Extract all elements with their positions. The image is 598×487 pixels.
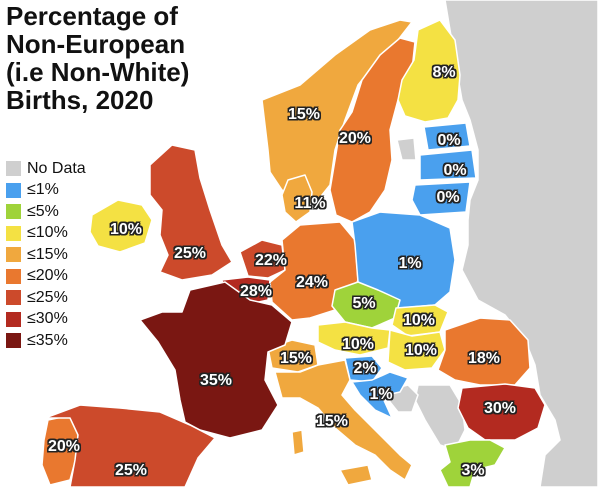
legend-swatch — [6, 333, 21, 349]
legend-item-5: ≤5% — [6, 201, 86, 223]
map-title: Percentage of Non-European (i.e Non-Whit… — [6, 2, 189, 114]
region-italy-sicily[interactable] — [339, 464, 373, 486]
region-italy[interactable] — [274, 359, 413, 481]
legend-item-25: ≤25% — [6, 287, 86, 309]
region-poland[interactable] — [351, 211, 456, 309]
title-line-1: Percentage of — [6, 1, 178, 31]
legend-item-1: ≤1% — [6, 180, 86, 202]
region-lithuania[interactable] — [411, 181, 471, 216]
legend-swatch — [6, 161, 21, 177]
country-label-poland: 1% — [398, 255, 422, 272]
country-label-netherlands: 22% — [254, 252, 288, 269]
region-denmark[interactable] — [281, 174, 313, 223]
region-bulgaria[interactable] — [457, 383, 546, 441]
region-croatia[interactable] — [351, 371, 409, 419]
region-austria[interactable] — [317, 321, 391, 356]
country-label-czechia: 5% — [352, 295, 376, 312]
country-label-germany: 24% — [295, 274, 329, 291]
country-label-united-kingdom: 25% — [173, 245, 207, 262]
region-estonia[interactable] — [423, 122, 471, 151]
legend-item-20: ≤20% — [6, 266, 86, 288]
region-finland[interactable] — [397, 19, 461, 123]
legend-label: No Data — [27, 159, 86, 177]
country-label-portugal: 20% — [47, 438, 81, 455]
country-label-italy: 15% — [315, 413, 349, 430]
region-hungary[interactable] — [387, 329, 446, 371]
region-norway[interactable] — [261, 19, 413, 201]
region-spain[interactable] — [44, 404, 216, 487]
legend-item-10: ≤10% — [6, 223, 86, 245]
legend-label: ≤10% — [27, 224, 68, 242]
no-data-land — [387, 0, 598, 487]
legend-label: ≤20% — [27, 267, 68, 285]
legend-item-30: ≤30% — [6, 309, 86, 331]
country-label-france: 35% — [199, 372, 233, 389]
legend-label: ≤35% — [27, 331, 68, 349]
legend-swatch — [6, 268, 21, 284]
legend-label: ≤15% — [27, 245, 68, 263]
legend-swatch — [6, 182, 21, 198]
title-line-3: (i.e Non-White) — [6, 57, 190, 87]
country-label-switzerland: 15% — [279, 350, 313, 367]
legend-label: ≤5% — [27, 202, 59, 220]
legend-item-no-data: No Data — [6, 158, 86, 180]
country-label-bulgaria: 30% — [483, 400, 517, 417]
countries — [41, 19, 546, 487]
country-label-lithuania: 0% — [436, 189, 460, 206]
country-label-finland: 8% — [432, 64, 456, 81]
country-label-slovenia: 2% — [353, 360, 377, 377]
region-ireland[interactable] — [89, 199, 153, 253]
legend-item-15: ≤15% — [6, 244, 86, 266]
legend-label: ≤1% — [27, 181, 59, 199]
country-label-austria: 10% — [341, 336, 375, 353]
country-label-latvia: 0% — [443, 162, 467, 179]
country-label-hungary: 10% — [404, 342, 438, 359]
country-label-belgium: 28% — [239, 283, 273, 300]
region-united-kingdom[interactable] — [149, 144, 233, 281]
legend-swatch — [6, 225, 21, 241]
country-label-croatia: 1% — [369, 386, 393, 403]
country-label-spain: 25% — [114, 462, 148, 479]
country-label-slovakia: 10% — [402, 312, 436, 329]
legend-swatch — [6, 311, 21, 327]
country-label-romania: 18% — [467, 350, 501, 367]
legend-swatch — [6, 204, 21, 220]
region-latvia[interactable] — [419, 149, 477, 181]
region-italy-sardinia[interactable] — [291, 429, 305, 456]
legend-label: ≤30% — [27, 310, 68, 328]
title-line-4: Births, 2020 — [6, 85, 154, 115]
map-legend: No Data ≤1% ≤5% ≤10% ≤15% ≤20% ≤25% ≤30%… — [6, 158, 86, 352]
country-label-norway: 15% — [287, 106, 321, 123]
region-sweden[interactable] — [329, 37, 416, 223]
country-label-estonia: 0% — [437, 132, 461, 149]
legend-label: ≤25% — [27, 288, 68, 306]
legend-swatch — [6, 290, 21, 306]
country-label-ireland: 10% — [109, 221, 143, 238]
title-line-2: Non-European — [6, 29, 186, 59]
country-label-greece: 3% — [461, 462, 485, 479]
country-label-denmark: 11% — [294, 195, 326, 212]
legend-swatch — [6, 247, 21, 263]
country-label-sweden: 20% — [338, 130, 372, 147]
legend-item-35: ≤35% — [6, 330, 86, 352]
region-france[interactable] — [139, 281, 293, 439]
region-greece[interactable] — [439, 439, 506, 487]
